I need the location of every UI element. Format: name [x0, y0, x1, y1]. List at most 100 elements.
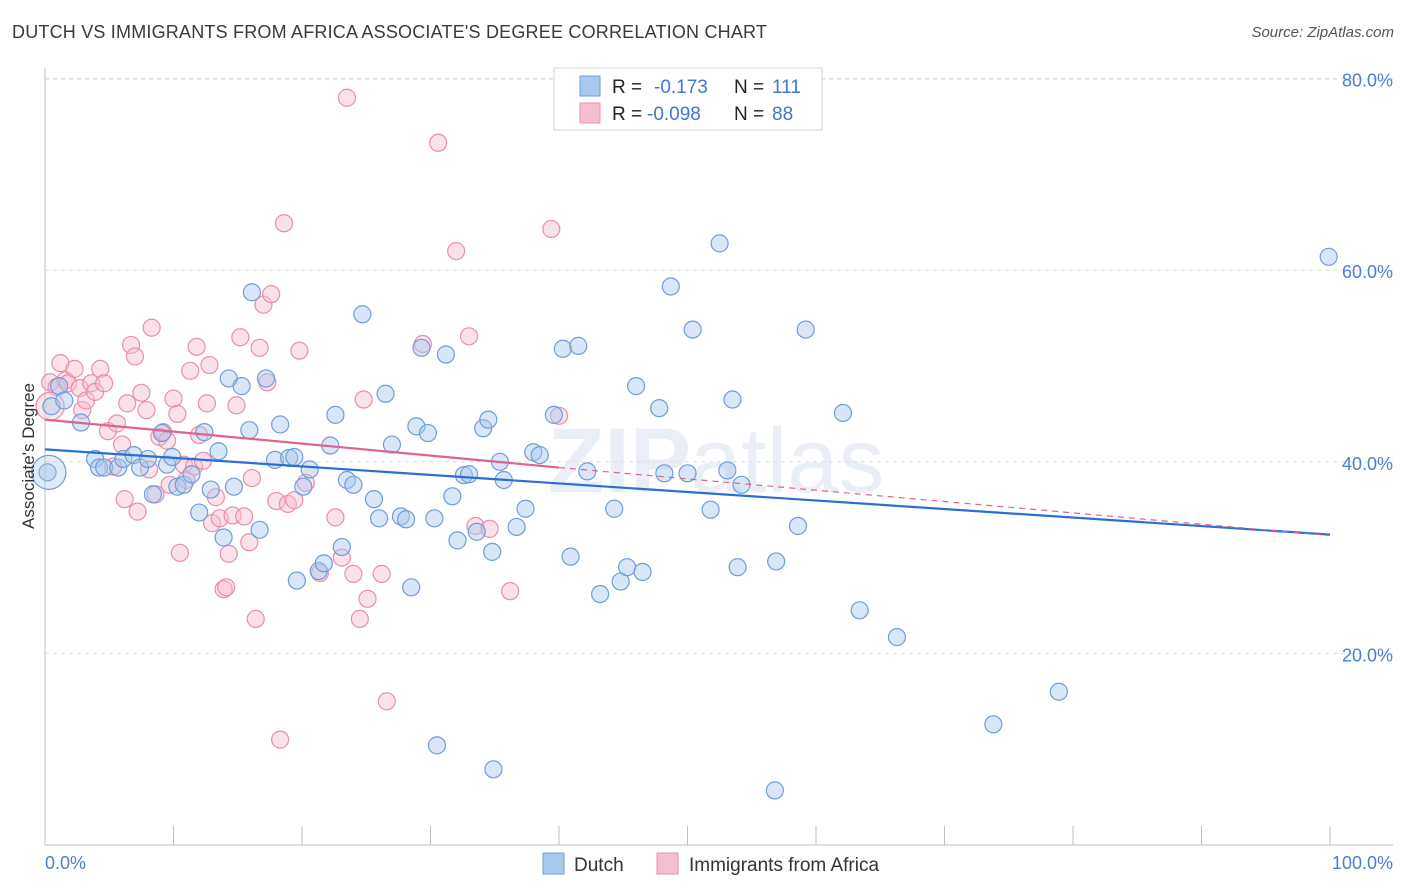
africa-point [358, 589, 377, 608]
dutch-point [732, 475, 751, 494]
africa-point [549, 406, 569, 425]
dutch-point [723, 390, 742, 409]
dutch-point [484, 760, 503, 779]
legend-dutch-swatch [579, 75, 601, 97]
dutch-point [591, 584, 610, 604]
dutch-point [443, 487, 462, 506]
africa-point [290, 341, 309, 360]
dutch-point [467, 522, 486, 541]
legend-dutch-n-label: N = [734, 77, 764, 98]
legend-africa-n-value: 88 [772, 104, 793, 125]
watermark-atlas: atlas [690, 410, 884, 512]
africa-point [466, 516, 485, 536]
africa-point [271, 730, 290, 749]
africa-point [142, 318, 161, 337]
x-tick-label-min: 0.0% [45, 853, 86, 873]
africa-point [181, 361, 200, 380]
watermark: ZIP atlas [548, 410, 884, 512]
africa-point [214, 580, 233, 599]
x-axis-ticks [44, 826, 1331, 845]
dutch-point [224, 477, 243, 496]
africa-point [459, 327, 479, 346]
dutch-point [483, 542, 502, 561]
dutch-point [454, 466, 474, 485]
dutch-point [364, 490, 384, 509]
dutch-point [294, 477, 313, 496]
legend-dutch-r-value: -0.173 [654, 77, 708, 98]
dutch-point [507, 517, 526, 537]
grid-lines [45, 78, 1393, 654]
africa-point [235, 507, 254, 526]
africa-point [542, 219, 561, 239]
legend-africa-n-label: N = [734, 104, 764, 125]
dutch-point [561, 547, 580, 566]
dutch-point [138, 449, 157, 469]
dutch-point [425, 509, 444, 528]
africa-point [217, 578, 236, 597]
legend-dutch-n-value: 111 [772, 77, 801, 98]
dutch-point [370, 509, 389, 528]
y-axis-label: Associate's Degree [19, 383, 38, 529]
dutch-point [718, 461, 737, 480]
dutch-point [95, 458, 114, 477]
dutch-point [683, 320, 702, 339]
dutch-point [765, 781, 784, 800]
dutch-point [152, 423, 172, 443]
dutch-point [209, 442, 228, 461]
watermark-zip: ZIP [548, 410, 691, 512]
dutch-point [796, 320, 815, 339]
dutch-point [1049, 682, 1068, 701]
series-legend: Dutch Immigrants from Africa [542, 852, 879, 876]
dutch-point [242, 283, 261, 302]
correlation-legend: R = -0.173 N = 111 R = -0.098 N = 88 [553, 67, 823, 131]
africa-point [95, 374, 114, 393]
dutch-point [1319, 247, 1338, 266]
dutch-point [89, 458, 109, 477]
africa-trend-extension [558, 466, 1331, 537]
africa-point [250, 338, 269, 357]
africa-point [240, 533, 259, 552]
dutch-point [788, 516, 808, 536]
africa-point [128, 502, 147, 521]
bottom-legend-africa-label: Immigrants from Africa [689, 855, 879, 876]
dutch-point [271, 415, 290, 434]
dutch-point [55, 391, 74, 410]
dutch-point [530, 445, 549, 465]
dutch-point [459, 465, 479, 484]
africa-point [274, 214, 294, 233]
africa-point [377, 692, 396, 711]
dutch-point [833, 403, 853, 423]
bottom-legend-dutch-label: Dutch [574, 855, 624, 876]
dutch-point [407, 417, 426, 436]
africa-point [227, 396, 246, 415]
dutch-point [661, 277, 680, 296]
chart-source: Source: ZipAtlas.com [1251, 24, 1394, 41]
dutch-point [376, 384, 395, 403]
y-tick-label-20: 20.0% [1342, 645, 1393, 665]
trend-lines [44, 418, 1331, 537]
dutch-point [984, 715, 1003, 734]
dutch-point [240, 421, 259, 440]
dutch-point [605, 499, 624, 518]
dutch-point [214, 528, 233, 547]
chart-title: DUTCH VS IMMIGRANTS FROM AFRICA ASSOCIAT… [12, 22, 768, 42]
africa-point [164, 389, 183, 408]
x-tick-label-max: 100.0% [1332, 853, 1393, 873]
dutch-point [31, 454, 67, 490]
africa-point [168, 404, 187, 423]
africa-point [197, 394, 217, 413]
africa-point [354, 390, 373, 409]
africa-point [118, 394, 137, 413]
africa-point [125, 347, 145, 366]
africa-point [170, 543, 190, 562]
dutch-point [396, 510, 416, 529]
dutch-point [418, 423, 438, 443]
dutch-point [50, 377, 69, 396]
africa-trend-line [44, 418, 560, 469]
africa-point [344, 564, 363, 583]
africa-point [82, 374, 101, 393]
africa-point [332, 548, 351, 567]
africa-point [91, 359, 110, 378]
bottom-legend-dutch-swatch [542, 852, 565, 875]
dutch-point [287, 571, 306, 590]
